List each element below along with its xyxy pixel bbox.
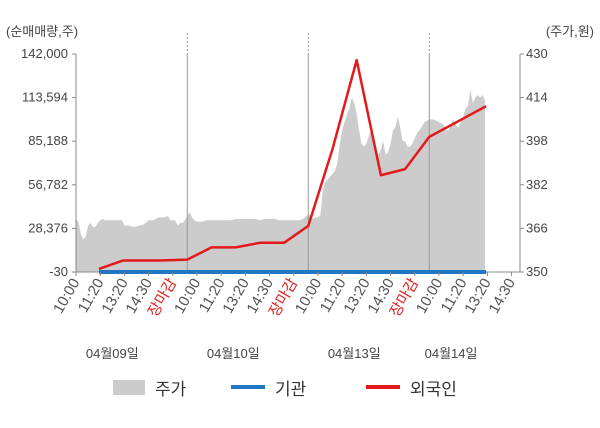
right-axis-tick-label: 398 [526,133,548,148]
left-axis-tick-label: 28,376 [28,220,68,235]
left-axis-tick-label: 113,594 [22,90,68,105]
date-label: 04월10일 [207,346,260,361]
left-axis-unit-label: (순매매량,주) [6,24,78,39]
date-label: 04월09일 [86,346,139,361]
left-axis-tick-label: 85,188 [28,133,68,148]
stock-trading-chart: (순매매량,주) (주가,원) 142,000 113,594 85,188 56,7… [6,24,594,361]
legend-item-foreign: 외국인 [366,372,457,402]
legend-item-price: 주가 [113,372,186,402]
series-price-area [76,89,485,272]
chart-legend: 주가 기관 외국인 [0,372,600,402]
date-label: 04월13일 [328,346,381,361]
x-tick-label: 10:00 [50,276,83,317]
right-axis-tick-label: 430 [526,46,548,61]
legend-label-foreign: 외국인 [410,379,457,399]
legend-label-institution: 기관 [275,379,307,399]
left-axis-tick-label: 56,782 [28,177,68,192]
left-axis-tick-label: 142,000 [21,46,68,61]
legend-item-institution: 기관 [231,372,306,402]
right-axis-tick-label: 414 [526,90,548,105]
legend-swatch-price-area [113,379,145,395]
legend-swatch-institution-line [231,385,265,389]
date-label: 04월14일 [425,346,478,361]
right-axis-tick-label: 366 [526,220,548,235]
right-axis-tick-label: 350 [526,264,548,279]
legend-label-price: 주가 [155,379,187,399]
left-axis-tick-label: -30 [49,264,68,279]
right-axis-unit-label: (주가,원) [546,24,594,39]
right-axis-tick-label: 382 [526,177,548,192]
legend-swatch-foreign-line [366,385,400,389]
plot-area: 142,000 113,594 85,188 56,782 28,376 -30 430 41… [21,33,548,361]
